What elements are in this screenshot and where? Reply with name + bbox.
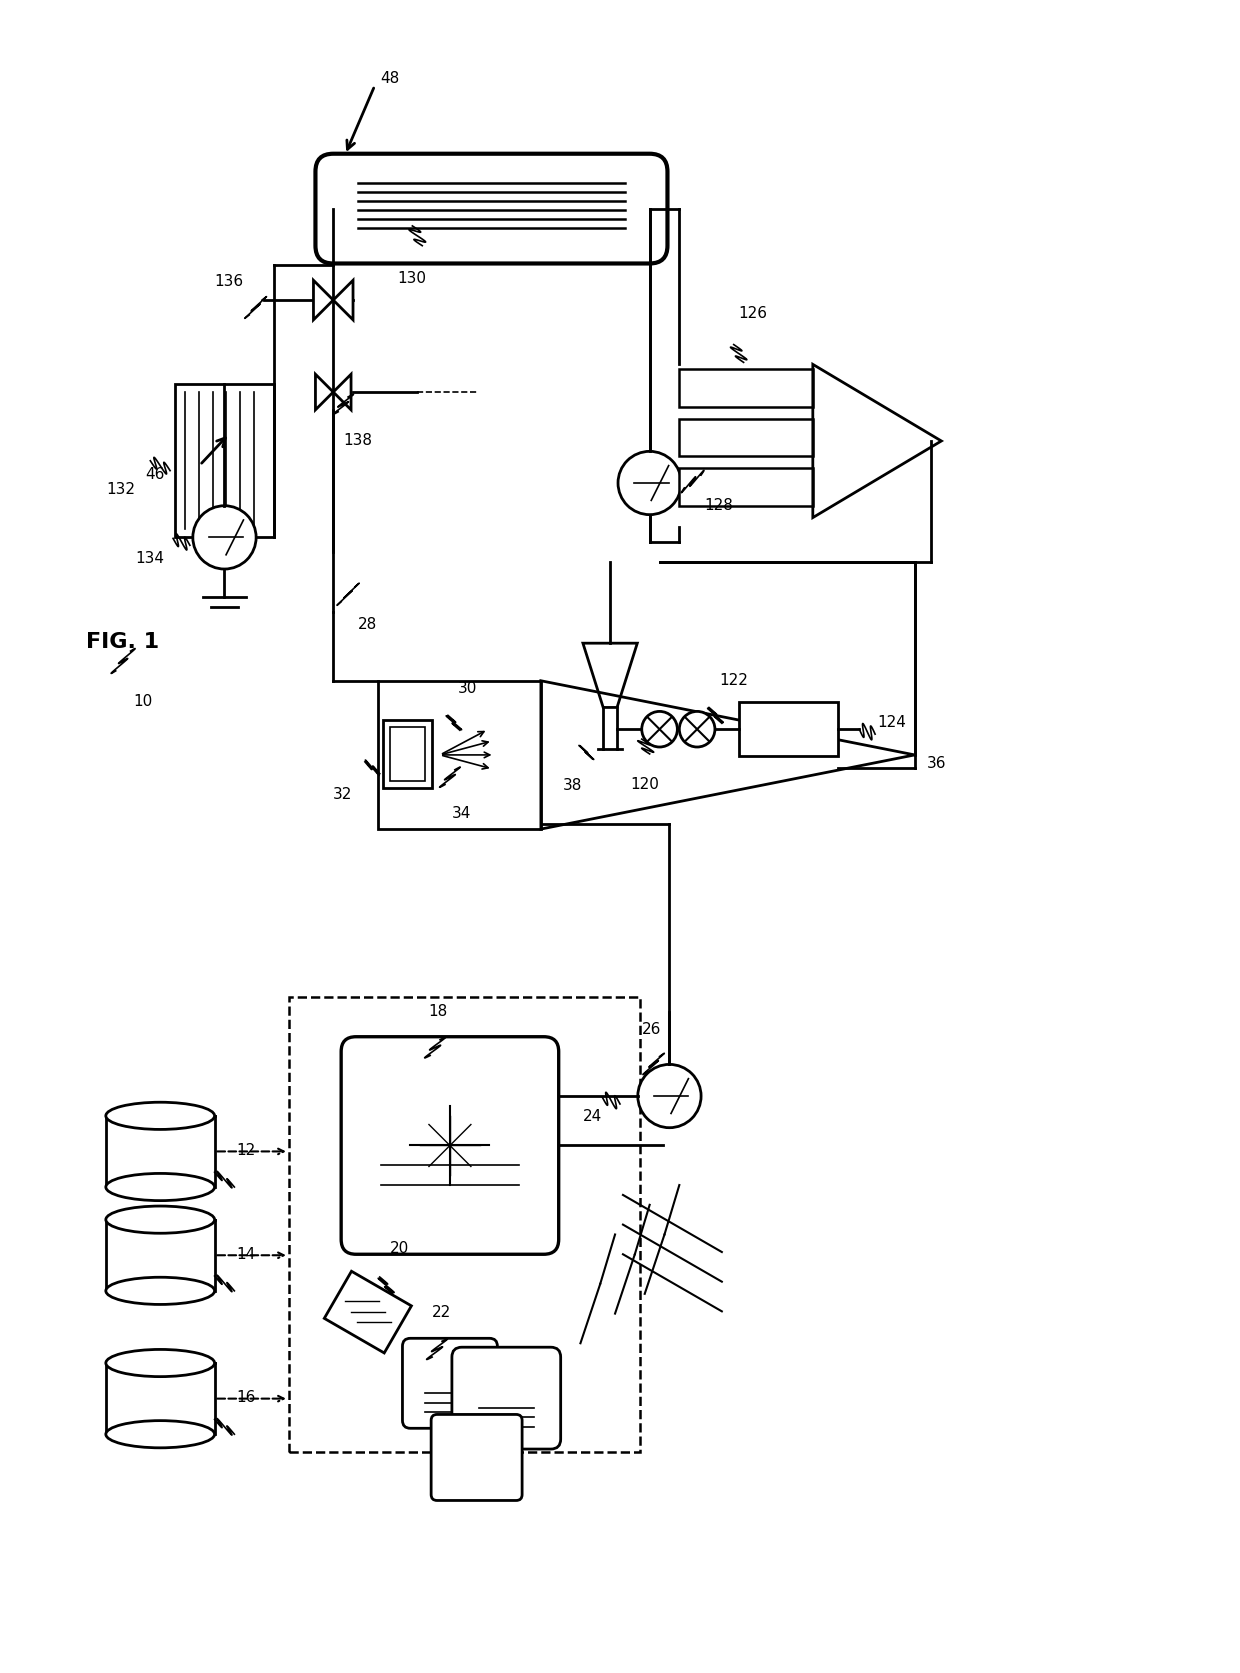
Ellipse shape xyxy=(105,1103,215,1129)
Text: 10: 10 xyxy=(134,694,153,709)
Text: 38: 38 xyxy=(563,778,582,793)
Bar xyxy=(175,385,274,539)
Circle shape xyxy=(680,713,715,748)
Ellipse shape xyxy=(105,1350,215,1377)
Text: 26: 26 xyxy=(642,1022,661,1037)
Text: 28: 28 xyxy=(358,617,377,631)
Text: 34: 34 xyxy=(451,805,471,820)
Ellipse shape xyxy=(105,1420,215,1447)
Text: 138: 138 xyxy=(343,433,372,448)
Text: 12: 12 xyxy=(237,1143,255,1158)
Bar xyxy=(289,997,640,1452)
Text: 132: 132 xyxy=(105,482,135,497)
FancyBboxPatch shape xyxy=(341,1037,559,1255)
Text: 22: 22 xyxy=(432,1305,451,1320)
Polygon shape xyxy=(315,375,334,410)
Text: 32: 32 xyxy=(334,786,352,801)
Text: 46: 46 xyxy=(145,467,165,482)
Bar xyxy=(680,420,812,457)
Circle shape xyxy=(637,1064,701,1128)
Polygon shape xyxy=(314,281,334,321)
FancyBboxPatch shape xyxy=(315,154,667,264)
Text: 126: 126 xyxy=(739,306,768,321)
Polygon shape xyxy=(334,375,351,410)
Text: 14: 14 xyxy=(237,1246,255,1261)
Text: 134: 134 xyxy=(135,550,165,565)
Ellipse shape xyxy=(105,1278,215,1305)
Text: 16: 16 xyxy=(237,1389,255,1404)
Text: 30: 30 xyxy=(458,681,477,696)
FancyBboxPatch shape xyxy=(451,1347,560,1449)
Bar xyxy=(680,468,812,507)
Text: 122: 122 xyxy=(719,673,748,688)
FancyBboxPatch shape xyxy=(403,1338,497,1429)
Text: 24: 24 xyxy=(583,1109,601,1124)
Bar xyxy=(680,370,812,408)
Text: 36: 36 xyxy=(926,756,946,771)
Text: 128: 128 xyxy=(704,499,733,514)
Bar xyxy=(389,728,425,781)
Ellipse shape xyxy=(105,1174,215,1201)
Text: 18: 18 xyxy=(428,1002,448,1017)
Ellipse shape xyxy=(105,1206,215,1233)
Circle shape xyxy=(618,452,681,515)
Text: 124: 124 xyxy=(877,714,906,729)
Text: 136: 136 xyxy=(215,274,244,289)
FancyBboxPatch shape xyxy=(432,1415,522,1501)
Text: 48: 48 xyxy=(381,70,401,85)
Circle shape xyxy=(193,507,257,570)
Bar xyxy=(739,703,837,756)
Text: 120: 120 xyxy=(630,776,658,791)
Bar xyxy=(325,1271,412,1353)
Text: FIG. 1: FIG. 1 xyxy=(86,632,159,652)
Polygon shape xyxy=(334,281,353,321)
Bar xyxy=(383,721,432,788)
Circle shape xyxy=(642,713,677,748)
Text: 130: 130 xyxy=(398,271,427,286)
Text: 20: 20 xyxy=(389,1240,409,1255)
Bar xyxy=(378,681,541,830)
